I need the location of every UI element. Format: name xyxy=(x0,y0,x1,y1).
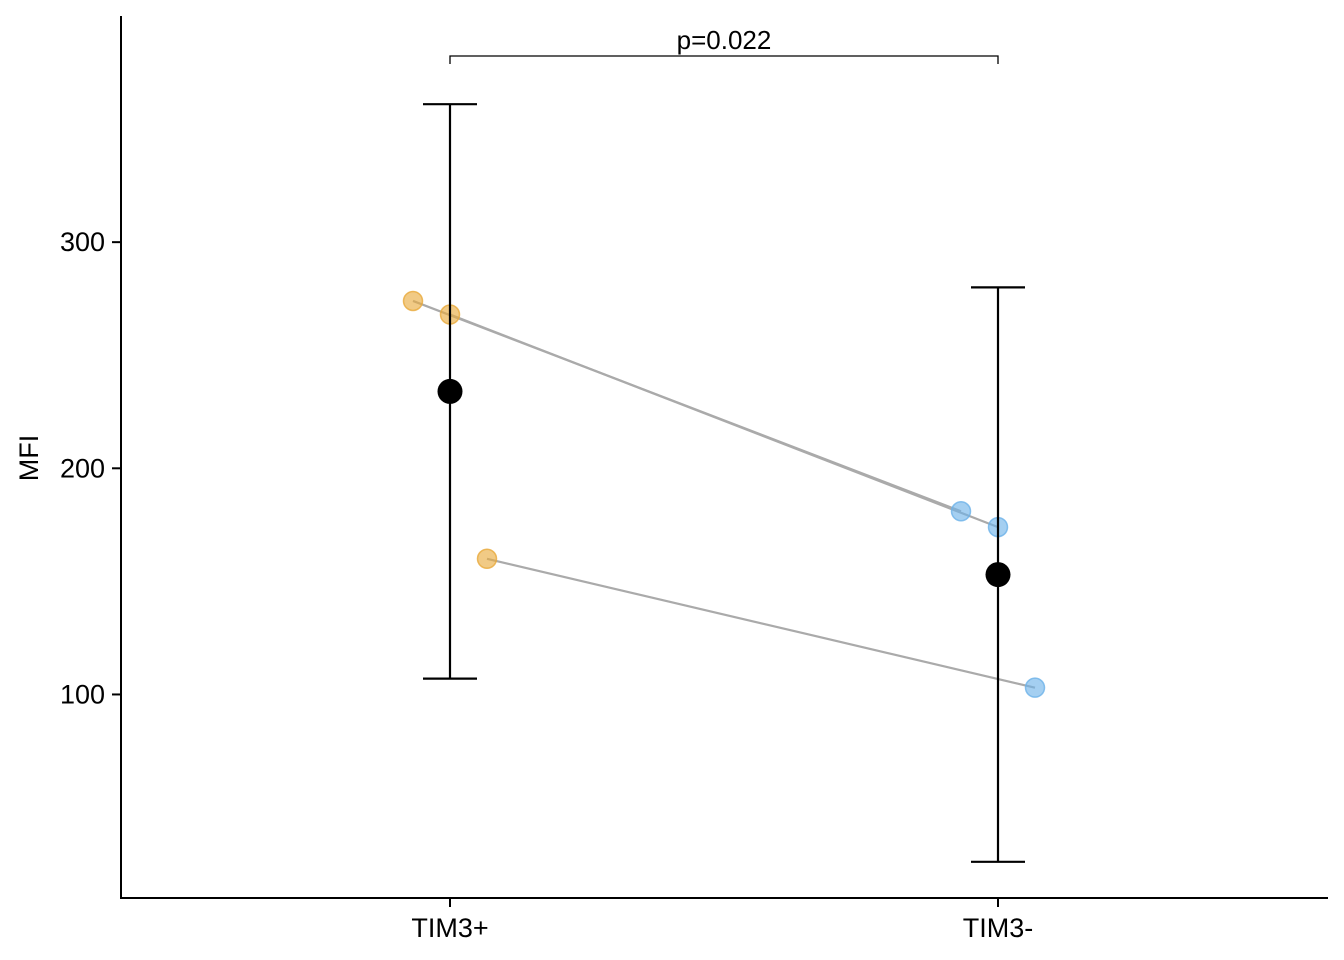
y-axis-label: MFI xyxy=(14,435,44,482)
p-value-label: p=0.022 xyxy=(677,25,772,55)
y-tick-label: 300 xyxy=(60,227,105,257)
y-tick-label: 200 xyxy=(60,453,105,483)
data-point xyxy=(402,290,424,312)
significance-annotation: p=0.022 xyxy=(449,25,999,64)
y-tick-label: 100 xyxy=(60,679,105,709)
data-points xyxy=(402,290,1046,698)
ticks: 100 200 300 TIM3+ TIM3- xyxy=(60,227,1033,943)
data-point xyxy=(1024,677,1046,698)
x-tick-label: TIM3- xyxy=(963,913,1034,943)
pair-line xyxy=(486,557,1036,689)
x-tick-label: TIM3+ xyxy=(411,913,488,943)
pair-lines xyxy=(412,299,1036,689)
data-point xyxy=(476,548,498,570)
significance-bracket xyxy=(449,55,999,64)
axes xyxy=(120,16,1328,899)
data-point xyxy=(950,501,972,522)
error-bars xyxy=(423,103,1025,863)
mean-point xyxy=(985,562,1011,588)
pair-line xyxy=(449,313,999,529)
mean-point xyxy=(437,378,463,404)
